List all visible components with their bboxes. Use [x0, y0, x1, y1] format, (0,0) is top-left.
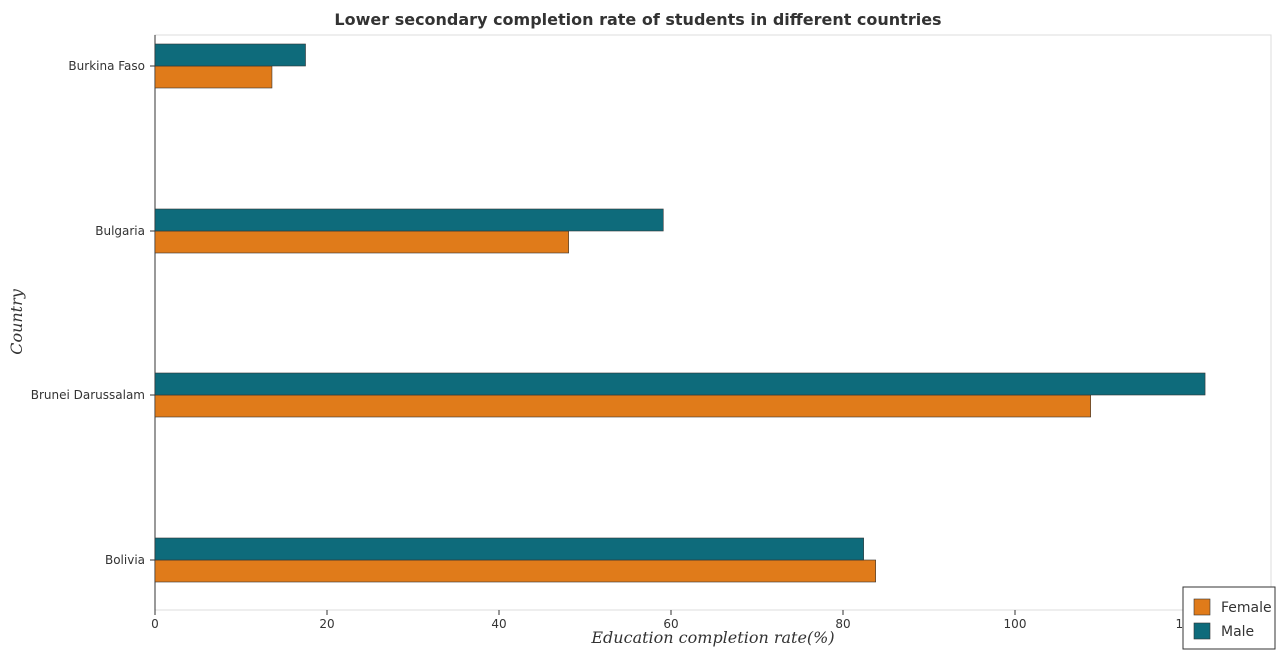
x-tick-label: 100: [1004, 617, 1027, 631]
x-axis-title: Education completion rate(%): [590, 628, 834, 647]
legend-swatch-female: [1193, 598, 1211, 616]
bars-group: [154, 43, 1206, 583]
x-tick-label: 20: [319, 617, 334, 631]
bar-female-burkina-faso: [154, 65, 273, 89]
y-tick-label: Bolivia: [105, 553, 145, 567]
x-tick-label: 0: [151, 617, 159, 631]
bar-male-bolivia: [154, 537, 864, 561]
legend-swatch-male: [1193, 622, 1211, 640]
chart-title: Lower secondary completion rate of stude…: [334, 10, 941, 29]
legend: Female Male: [1182, 586, 1276, 650]
bar-female-brunei-darussalam: [154, 394, 1091, 418]
y-tick-label: Burkina Faso: [68, 59, 145, 73]
legend-label-female: Female: [1221, 600, 1272, 616]
legend-label-male: Male: [1221, 624, 1254, 640]
y-tick-label: Bulgaria: [95, 224, 145, 238]
y-tick-labels: Bolivia Brunei Darussalam Bulgaria Burkina …: [31, 59, 155, 567]
bar-male-burkina-faso: [154, 43, 306, 67]
bar-male-brunei-darussalam: [154, 372, 1206, 396]
x-tick-label: 60: [663, 617, 678, 631]
plot-area: [154, 34, 1272, 611]
bar-female-bulgaria: [154, 230, 569, 254]
bar-male-bulgaria: [154, 208, 664, 232]
y-axis-title: Country: [7, 288, 26, 355]
x-tick-label: 40: [491, 617, 506, 631]
y-tick-label: Brunei Darussalam: [31, 388, 145, 402]
x-tick-label: 80: [835, 617, 850, 631]
bar-female-bolivia: [154, 559, 876, 583]
